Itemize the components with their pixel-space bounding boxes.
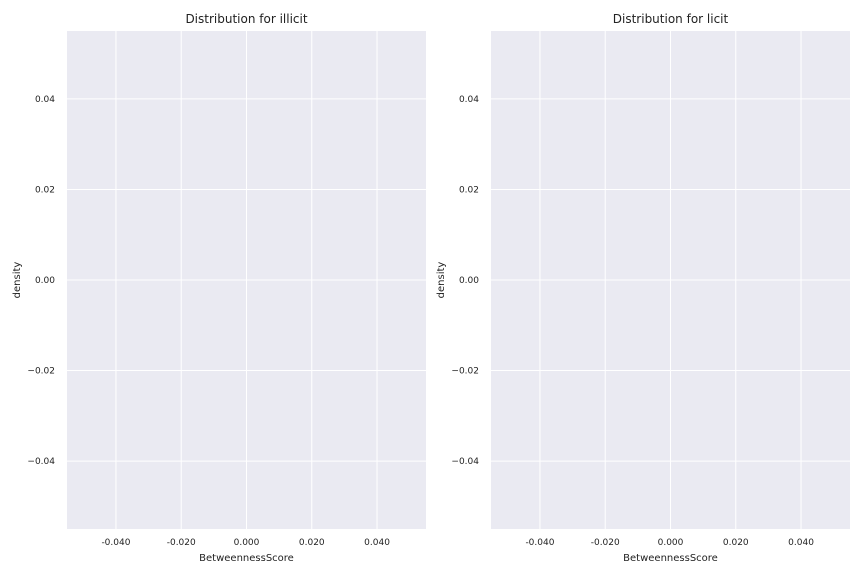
y-tick-label: −0.02: [451, 367, 479, 377]
subplot-licit: -0.040 -0.020 0.000 0.020 0.040 0.04 0.02 0.00 −…: [436, 12, 850, 564]
chart-title: Distribution for licit: [613, 12, 729, 26]
y-tick-label: 0.02: [35, 185, 55, 195]
x-tick-label: -0.040: [525, 538, 554, 548]
x-tick-label: 0.040: [364, 538, 390, 548]
subplot-illicit: -0.040 -0.020 0.000 0.020 0.040 0.04 0.02 0.00 −…: [12, 12, 426, 564]
y-axis-label: density: [12, 262, 23, 299]
x-tick-label: -0.040: [101, 538, 130, 548]
y-tick-label: −0.02: [27, 367, 55, 377]
y-tick-label: 0.00: [459, 276, 479, 286]
x-axis-label: BetweennessScore: [199, 553, 294, 564]
x-tick-label: 0.000: [658, 538, 684, 548]
y-tick-label: 0.02: [459, 185, 479, 195]
x-tick-label: 0.040: [788, 538, 814, 548]
x-tick-label: -0.020: [591, 538, 620, 548]
x-tick-label: -0.020: [167, 538, 196, 548]
x-tick-label: 0.020: [723, 538, 749, 548]
chart-title: Distribution for illicit: [185, 12, 307, 26]
y-axis-label: density: [436, 262, 447, 299]
y-tick-label: 0.00: [35, 276, 55, 286]
x-axis-label: BetweennessScore: [623, 553, 718, 564]
y-tick-label: −0.04: [451, 457, 479, 467]
y-tick-label: −0.04: [27, 457, 55, 467]
x-tick-label: 0.020: [299, 538, 325, 548]
y-tick-label: 0.04: [35, 95, 55, 105]
y-tick-label: 0.04: [459, 95, 479, 105]
x-tick-label: 0.000: [234, 538, 260, 548]
